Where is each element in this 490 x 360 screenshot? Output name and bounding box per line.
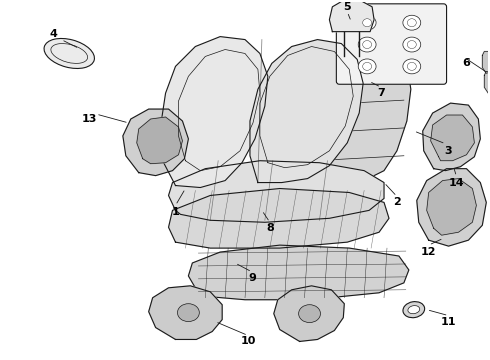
Ellipse shape (407, 62, 416, 70)
Polygon shape (482, 51, 490, 73)
Ellipse shape (403, 15, 421, 30)
Polygon shape (427, 179, 476, 235)
Ellipse shape (44, 39, 95, 68)
Polygon shape (484, 71, 490, 93)
Polygon shape (305, 41, 411, 183)
Polygon shape (188, 245, 409, 300)
Text: 4: 4 (49, 28, 57, 39)
Polygon shape (431, 115, 474, 161)
Polygon shape (161, 37, 268, 188)
Text: 14: 14 (449, 177, 465, 188)
Polygon shape (250, 40, 363, 183)
Ellipse shape (363, 19, 371, 27)
Text: 5: 5 (343, 2, 351, 12)
Ellipse shape (408, 306, 420, 314)
Text: 6: 6 (463, 58, 470, 68)
Ellipse shape (358, 59, 376, 74)
FancyBboxPatch shape (336, 4, 446, 84)
Ellipse shape (363, 41, 371, 49)
Text: 10: 10 (240, 337, 256, 346)
Text: 8: 8 (266, 223, 274, 233)
Text: 1: 1 (172, 207, 179, 217)
Polygon shape (137, 117, 182, 164)
Polygon shape (417, 168, 486, 246)
Ellipse shape (407, 41, 416, 49)
Ellipse shape (298, 305, 320, 323)
Polygon shape (423, 103, 480, 171)
Ellipse shape (177, 304, 199, 321)
Polygon shape (169, 161, 384, 222)
Ellipse shape (403, 37, 421, 52)
Polygon shape (148, 286, 222, 339)
Ellipse shape (403, 59, 421, 74)
Ellipse shape (403, 302, 425, 318)
Text: 11: 11 (441, 316, 456, 327)
Ellipse shape (363, 62, 371, 70)
Ellipse shape (358, 37, 376, 52)
Polygon shape (274, 286, 344, 341)
Text: 9: 9 (248, 273, 256, 283)
Text: 12: 12 (421, 247, 437, 257)
Text: 2: 2 (393, 197, 401, 207)
Polygon shape (329, 0, 374, 32)
Text: 13: 13 (81, 114, 97, 124)
Text: 7: 7 (377, 88, 385, 98)
Polygon shape (123, 109, 188, 176)
Polygon shape (169, 189, 389, 248)
Text: 3: 3 (445, 146, 452, 156)
Ellipse shape (358, 15, 376, 30)
Ellipse shape (407, 19, 416, 27)
